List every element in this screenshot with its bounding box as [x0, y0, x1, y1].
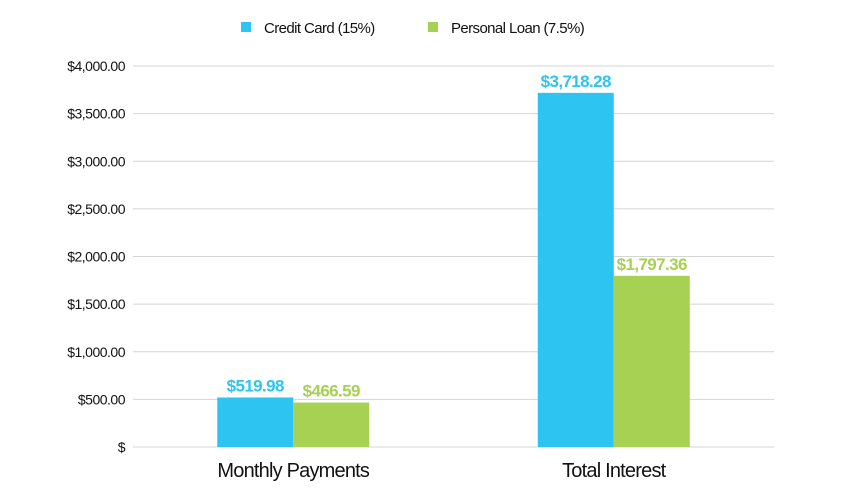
- legend-swatch: [241, 22, 251, 32]
- y-tick-label: $1,000.00: [67, 344, 125, 360]
- legend-label: Personal Loan (7.5%): [451, 20, 585, 37]
- data-label: $1,797.36: [617, 255, 687, 274]
- y-tick-label: $2,000.00: [67, 249, 125, 265]
- data-labels: $519.98 $466.59 $3,718.28 $1,797.36: [227, 72, 688, 401]
- bar: [613, 275, 690, 447]
- bar: [293, 402, 370, 447]
- legend: Credit Card (15%) Personal Loan (7.5%): [241, 20, 585, 37]
- y-axis: $ $500.00 $1,000.00 $1,500.00 $2,000.00 $2,50…: [67, 58, 126, 455]
- legend-label: Credit Card (15%): [264, 20, 375, 37]
- x-axis: Monthly Payments Total Interest: [217, 460, 667, 482]
- y-tick-label: $500.00: [78, 391, 126, 407]
- bar: [537, 92, 614, 447]
- y-tick-label: $3,500.00: [67, 106, 125, 122]
- y-tick-label: $2,500.00: [67, 201, 125, 217]
- y-tick-label: $3,000.00: [67, 153, 125, 169]
- y-tick-label: $4,000.00: [67, 58, 125, 74]
- bars: [217, 92, 690, 447]
- y-tick-label: $1,500.00: [67, 296, 125, 312]
- data-label: $466.59: [303, 382, 360, 401]
- data-label: $3,718.28: [541, 72, 611, 91]
- x-tick-label: Monthly Payments: [217, 460, 370, 482]
- y-tick-label: $: [118, 439, 126, 455]
- x-tick-label: Total Interest: [562, 460, 667, 482]
- legend-swatch: [428, 22, 438, 32]
- bar: [217, 397, 294, 447]
- data-label: $519.98: [227, 376, 284, 395]
